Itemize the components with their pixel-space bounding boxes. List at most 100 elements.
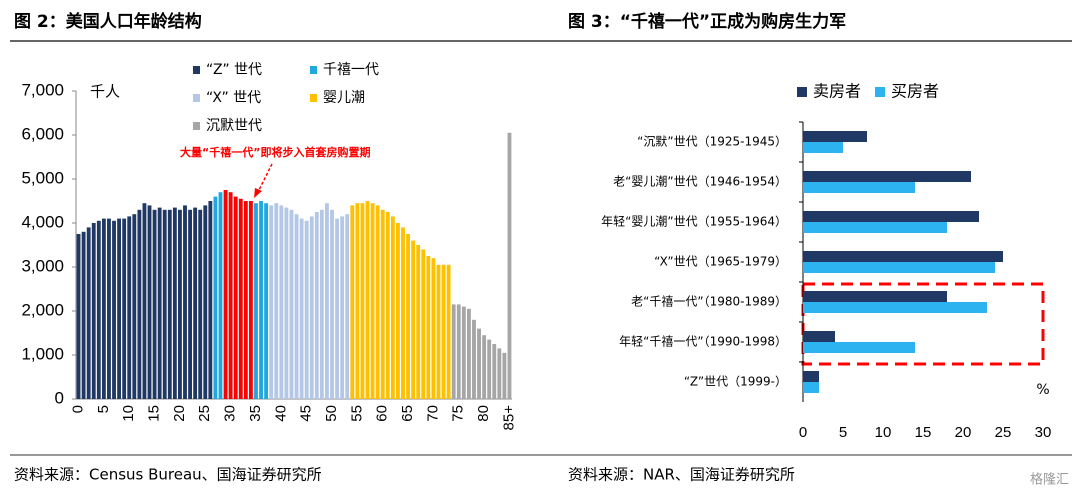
legend-swatch [875,87,885,97]
bar [299,218,304,399]
x-tick-label: 30 [1035,424,1052,441]
bar [461,306,466,399]
bar [228,192,233,399]
bar [248,201,253,399]
legend-label: 婴儿潮 [323,90,365,106]
bar [233,196,238,399]
legend-label: “Z” 世代 [206,62,262,78]
x-tick-label: 70 [424,405,441,422]
legend-swatch [310,94,317,102]
legend-swatch [193,122,200,130]
bar [137,209,142,399]
source: 资料来源：NAR、国海证券研究所 [568,466,795,484]
bar [385,212,390,399]
source: 资料来源：Census Bureau、国海证券研究所 [14,466,322,484]
bar [411,240,416,399]
bar [426,256,431,399]
bar [167,209,172,399]
legend-swatch [193,66,200,74]
x-tick-label: 85+ [500,405,517,431]
bar [193,207,198,399]
x-tick-label: 35 [247,405,264,422]
y-tick-label: 年轻“婴儿潮”世代（1955-1964） [601,214,787,229]
bar [350,205,355,399]
bar [456,304,461,399]
x-tick-label: 65 [399,405,416,422]
bar [122,218,127,399]
bar [254,203,258,399]
watermark: 格隆汇 [1030,472,1069,488]
bar [117,218,122,399]
bar [451,304,456,399]
bar [375,205,380,399]
y-tick-label: 1,000 [21,344,64,363]
chart-title: 图 2：美国人口年龄结构 [14,11,202,32]
x-tick-label: 15 [146,405,163,422]
x-tick-label: 60 [374,405,391,422]
x-tick-label: 45 [298,405,315,422]
x-tick-label: 10 [120,405,137,422]
y-tick-label: 老“千禧一代”（1980-1989） [631,295,787,309]
y-tick-label: 老“婴儿潮”世代（1946-1954） [613,174,787,189]
x-tick-label: 55 [348,405,365,422]
bar [86,227,91,399]
bar [127,216,132,399]
bar [76,234,81,399]
bar [803,331,835,342]
bar [284,207,289,399]
bar [355,203,360,399]
y-tick-label: “X”世代（1965-1979） [654,255,787,269]
bar [497,348,502,399]
legend-swatch [310,66,317,74]
bar [466,308,471,399]
y-tick-label: 7,000 [21,80,64,99]
bar [390,216,395,399]
x-tick-label: 50 [323,405,340,422]
bar [340,216,345,399]
bar [147,205,152,399]
x-tick-label: 80 [475,405,492,422]
legend-label: “X” 世代 [206,90,261,106]
bar [223,190,228,399]
bar [188,209,192,399]
y-tick-label: 2,000 [21,300,64,319]
y-tick-label: 5,000 [21,168,64,187]
bar [803,211,979,222]
legend-label: 千禧一代 [323,62,379,78]
y-tick-label: 年轻“千禧一代”（1990-1998） [619,335,787,349]
bar [112,220,116,399]
bar [101,218,106,399]
bar [157,207,162,399]
bar [477,328,481,399]
annotation-arrowhead [254,188,262,198]
bar [502,352,507,399]
bar [482,335,487,399]
y-tick-label: 4,000 [21,212,64,231]
bar [803,302,987,313]
bar [365,201,370,399]
bar [436,264,441,399]
x-tick-label: 5 [839,424,847,441]
bar [107,218,111,399]
bar [421,249,426,399]
bar [335,218,340,399]
bar [269,205,274,399]
y-tick-label: “Z”世代（1999-） [684,375,787,389]
annotation: 大量“千禧一代”即将步入首套房购置期 [180,145,370,159]
bar [132,214,137,399]
bar [380,209,385,399]
bar [289,209,294,399]
y-tick-label: 0 [55,388,64,407]
y-tick-label: “沉默”世代（1925-1945） [637,134,787,149]
x-tick-label: 5 [95,405,112,413]
x-tick-label: 10 [875,424,892,441]
legend-label: 沉默世代 [206,118,262,134]
bar [803,222,947,233]
x-tick-label: 25 [995,424,1012,441]
bar [325,203,329,399]
bar [319,209,324,399]
bar [492,344,497,399]
bar [370,203,375,399]
bar [198,209,203,399]
x-tick-label: 75 [450,405,467,422]
